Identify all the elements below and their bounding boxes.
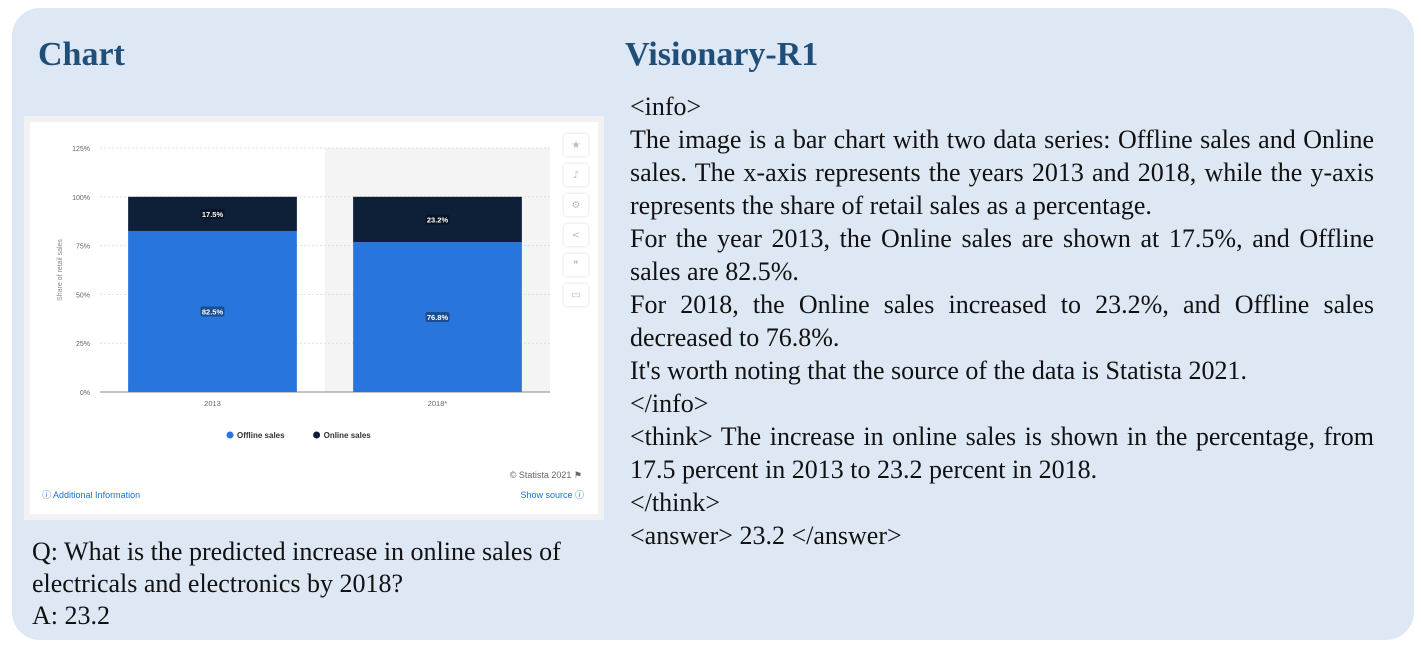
bar-segment (353, 196, 522, 243)
question-answer: Q: What is the predicted increase in onl… (32, 536, 612, 632)
info-icon: ⓘ (42, 490, 52, 500)
bell-icon[interactable]: ♪ (564, 164, 588, 186)
bar-segment (128, 230, 297, 392)
additional-info-label: Additional Information (53, 490, 141, 500)
quote-icon[interactable]: ❞ (564, 254, 588, 276)
star-icon[interactable]: ★ (564, 134, 588, 156)
flag-icon: ⚑ (573, 470, 582, 480)
credit-text: © Statista 2021 (509, 470, 572, 480)
y-tick-label: 50% (76, 292, 90, 299)
chart-heading: Chart (38, 36, 125, 73)
y-tick-label: 75% (76, 244, 90, 251)
info-open-tag: <info> (630, 92, 702, 121)
statista-card: 0% 25% 50% 75% 100% 125% Share of retail sales… (24, 116, 604, 520)
think-close-tag: </think> (630, 488, 720, 517)
model-response: <info> The image is a bar chart with two… (630, 90, 1374, 552)
bar-segment (128, 196, 297, 231)
show-source-link[interactable]: Show source ⓘ (520, 488, 584, 501)
chart-area: 0% 25% 50% 75% 100% 125% Share of retail sales… (30, 122, 598, 514)
legend-label: Offline sales (237, 431, 285, 440)
y-axis-label: Share of retail sales (57, 239, 64, 301)
print-icon[interactable]: ▭ (564, 284, 588, 306)
data-label: 23.2% (427, 215, 449, 224)
figure-panel: Chart Visionary-R1 0% 25% 50% 75% 100% 125% Sh… (12, 8, 1414, 640)
info-line: For 2018, the Online sales increased to … (630, 290, 1374, 352)
info-line: For the year 2013, the Online sales are … (630, 224, 1374, 286)
answer-text: A: 23.2 (32, 601, 110, 630)
info-line: The image is a bar chart with two data s… (630, 125, 1374, 220)
statista-credit: © Statista 2021 ⚑ (510, 470, 582, 481)
y-tick-label: 25% (76, 341, 90, 348)
gear-icon[interactable]: ⚙ (564, 194, 588, 216)
y-tick-label: 0% (80, 390, 90, 397)
question-text: Q: What is the predicted increase in onl… (32, 537, 561, 598)
answer-tag: <answer> 23.2 </answer> (630, 521, 902, 550)
share-icon[interactable]: < (564, 224, 588, 246)
legend-label: Online sales (324, 431, 372, 440)
think-text: <think> The increase in online sales is … (630, 422, 1374, 484)
bar-chart: 0% 25% 50% 75% 100% 125% Share of retail sales… (57, 146, 550, 440)
y-tick-label: 125% (72, 146, 90, 153)
legend-marker (226, 431, 234, 439)
legend-marker (313, 431, 321, 439)
data-label-bg (200, 306, 225, 317)
show-source-label: Show source (520, 490, 573, 500)
data-label-bg (425, 214, 450, 225)
additional-info-link[interactable]: ⓘ Additional Information (42, 488, 140, 501)
info-line: It's worth noting that the source of the… (630, 356, 1248, 385)
x-tick-label: 2013 (204, 399, 221, 408)
y-tick-label: 100% (72, 195, 90, 202)
x-tick-label: 2018* (428, 399, 448, 408)
data-label-bg (425, 312, 450, 323)
model-heading: Visionary-R1 (625, 36, 819, 73)
data-label: 17.5% (202, 210, 224, 219)
data-label-bg (200, 208, 225, 219)
info-icon: ⓘ (574, 490, 584, 500)
bar-segment (353, 242, 522, 392)
data-label: 76.8% (427, 313, 449, 322)
info-close-tag: </info> (630, 389, 709, 418)
data-label: 82.5% (202, 307, 224, 316)
